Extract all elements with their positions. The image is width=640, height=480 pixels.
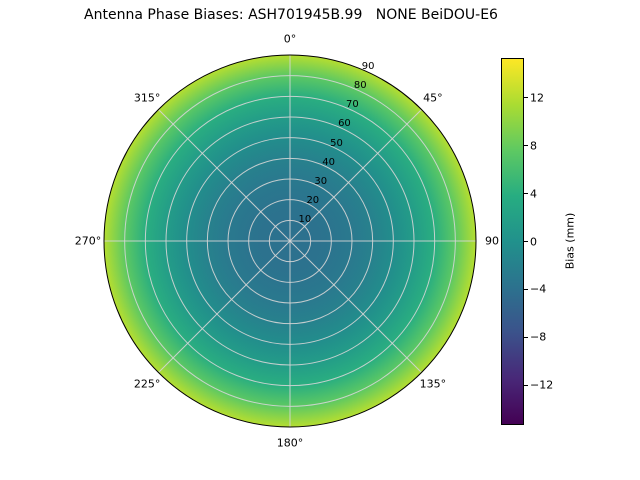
colorbar-tick-label: 4 xyxy=(530,187,537,201)
angular-tick-label: 45° xyxy=(423,91,443,105)
colorbar-tick-mark xyxy=(524,193,528,195)
radial-tick-label: 60 xyxy=(338,118,351,130)
angular-tick-label: 270° xyxy=(74,234,102,248)
colorbar-tick-label: 8 xyxy=(530,139,537,153)
radial-tick-label: 50 xyxy=(330,137,343,149)
chart-title: Antenna Phase Biases: ASH701945B.99 NONE… xyxy=(84,7,498,23)
radial-tick-label: 70 xyxy=(345,99,359,111)
radial-tick-label: 40 xyxy=(322,156,335,168)
radial-tick-label: 90 xyxy=(361,61,375,73)
colorbar-tick-label: −12 xyxy=(530,378,554,392)
colorbar-tick-mark xyxy=(524,384,528,386)
colorbar-axis-label: Bias (mm) xyxy=(563,212,577,270)
angular-tick-label: 225° xyxy=(133,377,161,391)
colorbar-tick-mark xyxy=(524,97,528,99)
angular-tick-label: 180° xyxy=(276,436,304,450)
radial-tick-label: 80 xyxy=(353,80,367,92)
colorbar-tick-label: 0 xyxy=(530,235,537,248)
angular-tick-label: 135° xyxy=(419,377,447,391)
colorbar-gradient xyxy=(502,59,523,424)
colorbar-tick-label: −8 xyxy=(530,330,547,344)
colorbar-tick-mark xyxy=(524,145,528,147)
radial-tick-label: 10 xyxy=(298,213,312,225)
angular-tick-label: 90 xyxy=(485,234,499,248)
colorbar-tick-label: 12 xyxy=(530,91,544,105)
colorbar-tick-label: −4 xyxy=(530,282,547,296)
radial-tick-label: 20 xyxy=(306,194,320,206)
colorbar-tick-mark xyxy=(524,336,528,338)
angular-tick-label: 0° xyxy=(283,32,297,46)
colorbar xyxy=(501,58,524,425)
radial-tick-label: 30 xyxy=(314,175,328,187)
colorbar-tick-mark xyxy=(524,241,528,242)
colorbar-tick-mark xyxy=(524,288,528,290)
angular-tick-label: 315° xyxy=(133,91,161,105)
